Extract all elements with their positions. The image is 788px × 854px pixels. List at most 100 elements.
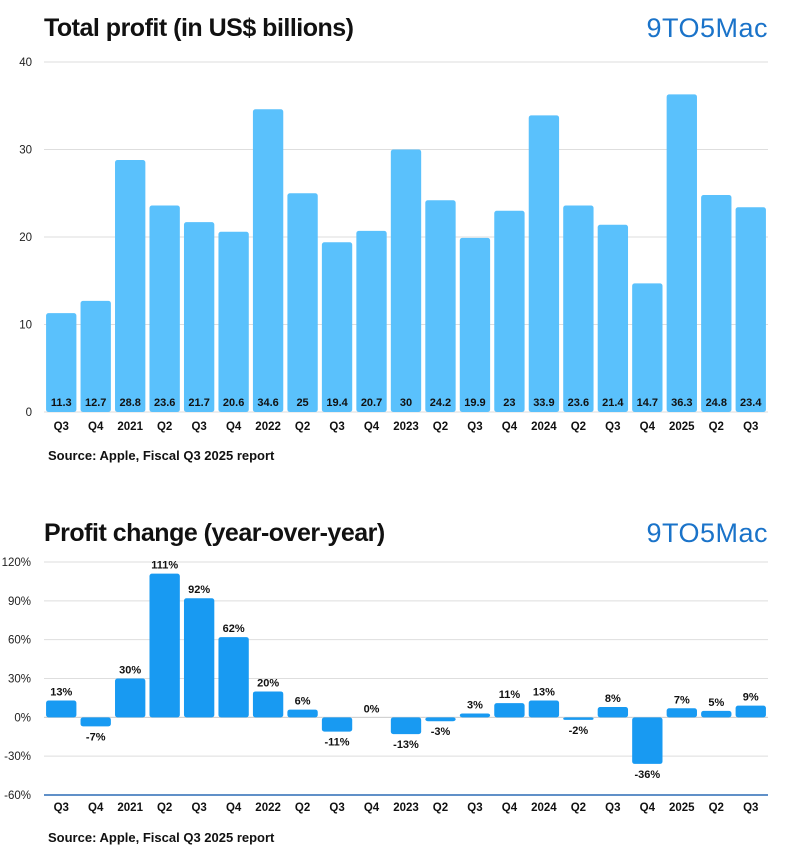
data-label: 24.8 xyxy=(706,397,727,409)
x-category-label: 2024 xyxy=(531,421,557,433)
bar xyxy=(321,717,353,732)
x-category-label: Q3 xyxy=(329,421,344,433)
data-label: -7% xyxy=(86,731,106,743)
data-label: 23.6 xyxy=(568,397,589,409)
data-label: 30% xyxy=(119,665,141,677)
data-label: -13% xyxy=(393,739,419,751)
x-category-label: Q2 xyxy=(295,802,310,814)
x-category-label: Q4 xyxy=(502,802,518,814)
y-tick-label: 30% xyxy=(8,674,31,686)
bar xyxy=(115,160,146,412)
bar xyxy=(494,210,525,412)
bar xyxy=(46,700,77,718)
x-category-label: Q2 xyxy=(709,802,724,814)
bar xyxy=(252,109,284,412)
x-category-label: Q4 xyxy=(502,421,518,433)
x-category-label: Q2 xyxy=(433,421,448,433)
data-label: 28.8 xyxy=(119,397,140,409)
x-category-label: Q4 xyxy=(364,802,380,814)
data-label: 62% xyxy=(223,623,245,635)
bar xyxy=(149,205,180,412)
data-label: 23.4 xyxy=(740,397,762,409)
data-label: -2% xyxy=(569,725,589,737)
bar xyxy=(287,193,318,412)
y-tick-label: -30% xyxy=(4,751,31,763)
bar xyxy=(218,231,249,412)
data-label: 23.6 xyxy=(154,397,175,409)
bar xyxy=(597,706,629,718)
data-label: 14.7 xyxy=(637,397,658,409)
bar xyxy=(252,691,284,718)
y-tick-label: 20 xyxy=(19,232,32,244)
x-category-label: Q3 xyxy=(743,802,758,814)
chart-title: Profit change (year-over-year) xyxy=(44,519,385,547)
data-label: 30 xyxy=(400,397,412,409)
brand-logo: 9TO5Mac xyxy=(646,13,768,43)
x-category-label: Q4 xyxy=(88,421,104,433)
x-category-label: Q3 xyxy=(605,802,620,814)
data-label: 7% xyxy=(674,694,690,706)
x-category-label: Q3 xyxy=(329,802,344,814)
data-label: -3% xyxy=(431,726,451,738)
profit-change-chart-panel: Profit change (year-over-year) 9TO5Mac -… xyxy=(0,505,788,854)
bar xyxy=(666,94,697,412)
profit-chart-panel: Total profit (in US$ billions) 9TO5Mac 0… xyxy=(19,13,768,463)
bar xyxy=(390,717,422,735)
bar xyxy=(80,717,111,727)
data-label: 24.2 xyxy=(430,397,451,409)
x-category-label: Q4 xyxy=(364,421,380,433)
y-tick-label: 10 xyxy=(19,320,32,332)
y-tick-label: 30 xyxy=(19,145,32,157)
x-category-label: Q2 xyxy=(571,802,586,814)
bar xyxy=(321,242,353,412)
x-category-label: Q2 xyxy=(157,421,172,433)
data-label: 19.9 xyxy=(464,397,485,409)
data-label: 0% xyxy=(364,703,380,715)
data-label: -36% xyxy=(634,769,660,781)
bar xyxy=(390,149,422,412)
data-label: 8% xyxy=(605,693,621,705)
x-category-label: 2021 xyxy=(117,802,143,814)
chart-title: Total profit (in US$ billions) xyxy=(44,14,354,42)
x-category-label: Q2 xyxy=(295,421,310,433)
data-label: 20.7 xyxy=(361,397,382,409)
data-label: 13% xyxy=(533,687,555,699)
y-tick-label: 60% xyxy=(8,635,31,647)
x-category-label: Q4 xyxy=(88,802,104,814)
brand-logo: 9TO5Mac xyxy=(646,518,768,548)
data-label: 34.6 xyxy=(257,397,278,409)
x-category-label: 2024 xyxy=(531,802,557,814)
bar xyxy=(632,717,663,764)
bar xyxy=(632,283,663,412)
chart-source: Source: Apple, Fiscal Q3 2025 report xyxy=(48,830,275,845)
x-category-label: 2023 xyxy=(393,421,419,433)
x-category-label: 2025 xyxy=(669,802,695,814)
bar xyxy=(597,224,629,412)
data-label: 25 xyxy=(296,397,308,409)
bar xyxy=(459,237,491,412)
y-tick-label: 40 xyxy=(19,57,32,69)
data-label: -11% xyxy=(325,737,350,749)
bar xyxy=(735,207,766,412)
y-tick-label: 0 xyxy=(26,407,32,419)
data-label: 13% xyxy=(50,687,72,699)
bar xyxy=(494,703,525,718)
data-label: 21.7 xyxy=(188,397,209,409)
x-category-label: Q2 xyxy=(571,421,586,433)
x-category-label: Q3 xyxy=(54,421,69,433)
x-category-label: Q4 xyxy=(226,421,242,433)
data-label: 11% xyxy=(499,689,521,701)
bar xyxy=(563,717,594,720)
chart-source: Source: Apple, Fiscal Q3 2025 report xyxy=(48,448,275,463)
x-category-label: 2022 xyxy=(255,421,281,433)
data-label: 111% xyxy=(151,560,178,572)
bar xyxy=(735,705,766,718)
x-category-label: Q3 xyxy=(605,421,620,433)
data-label: 11.3 xyxy=(51,397,72,409)
y-tick-label: -60% xyxy=(4,790,31,802)
profit-bar-chart: 0 10 20 30 40 Q3 11.3 Q4 12.7 2021 28.8 Q2 23.6 Q3 21.… xyxy=(19,57,768,433)
bar xyxy=(666,708,697,718)
bar xyxy=(218,637,249,718)
x-category-label: Q2 xyxy=(709,421,724,433)
bar xyxy=(46,313,77,412)
